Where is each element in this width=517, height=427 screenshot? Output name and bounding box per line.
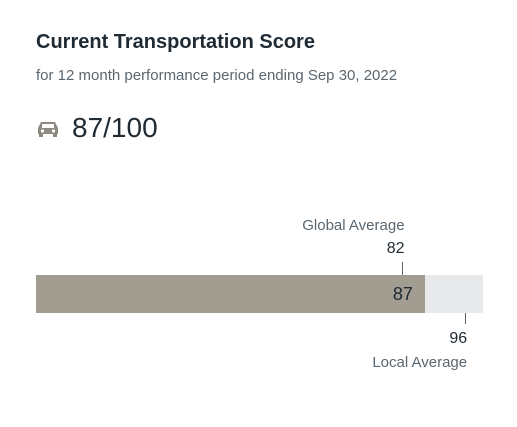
card-subtitle: for 12 month performance period ending S… <box>36 67 398 84</box>
score-bar-track: 87 <box>36 275 483 313</box>
score-row: 87/100 <box>36 110 158 146</box>
global-average-label: Global Average <box>302 217 405 234</box>
global-average-value: 82 <box>386 240 405 257</box>
local-average-tick <box>464 313 466 324</box>
local-average-value: 96 <box>449 330 468 347</box>
car-icon <box>36 119 60 137</box>
local-average-label: Local Average <box>372 354 468 371</box>
card-title: Current Transportation Score <box>36 31 315 53</box>
score-value: 87/100 <box>72 112 158 143</box>
score-bar-fill-label: 87 <box>392 283 413 304</box>
score-bar-fill: 87 <box>36 275 425 313</box>
global-average-tick <box>402 262 404 275</box>
